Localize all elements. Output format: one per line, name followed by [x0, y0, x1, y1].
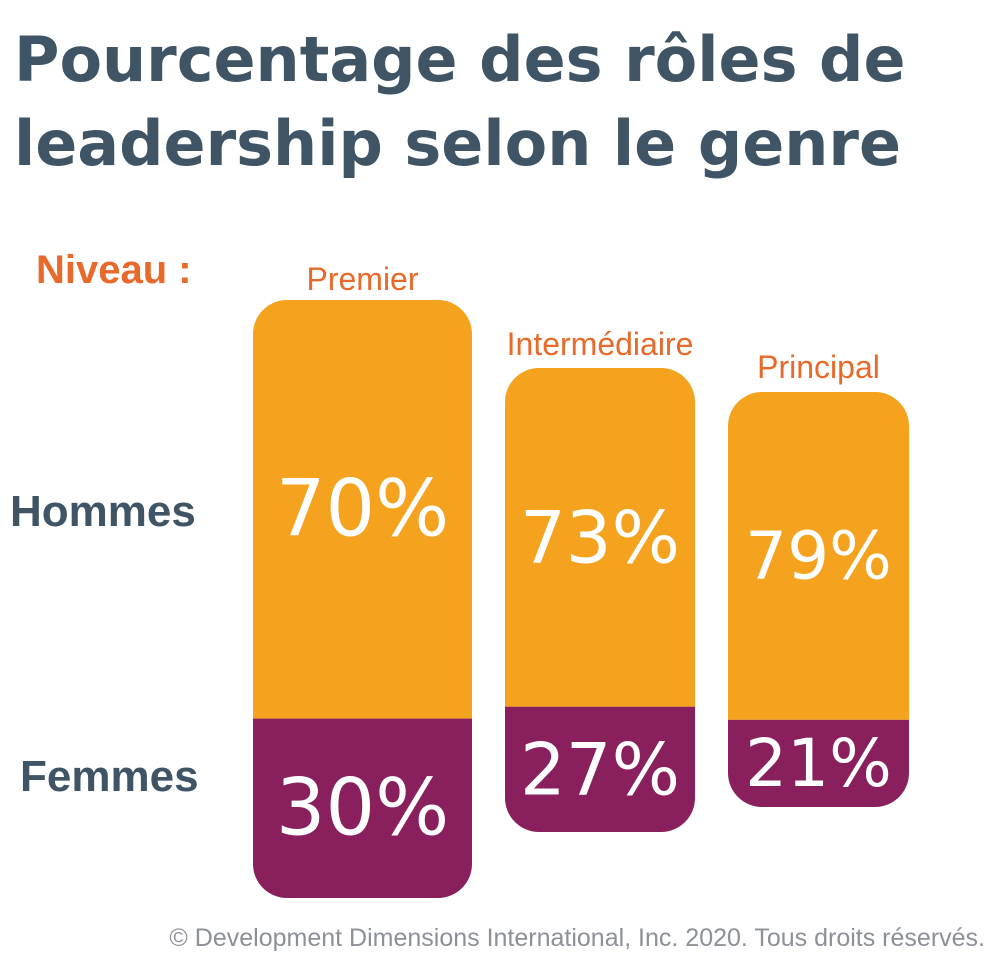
copyright-footer: © Development Dimensions International, …: [169, 924, 985, 952]
value-label-femmes-principal: 21%: [745, 725, 892, 802]
bars-group: Premier 70% 30% Intermédiaire 73% 27% Principa…: [253, 261, 909, 898]
bar-femmes-intermediaire: [505, 706, 695, 832]
bar-column-principal: [728, 392, 909, 807]
niveau-label: Niveau :: [36, 248, 192, 292]
value-label-femmes-premier: 30%: [276, 763, 449, 853]
row-label-femmes: Femmes: [20, 752, 199, 801]
value-label-hommes-principal: 79%: [745, 517, 892, 594]
chart-title-line-1: Pourcentage des rôles de: [14, 23, 906, 96]
bar-column-premier: [253, 300, 472, 898]
category-label-principal: Principal: [757, 349, 880, 385]
chart-title-line-2: leadership selon le genre: [14, 107, 901, 180]
category-label-premier: Premier: [306, 261, 418, 297]
value-label-hommes-premier: 70%: [276, 464, 449, 554]
bar-hommes-principal: [728, 392, 909, 720]
bar-hommes-premier: [253, 300, 472, 719]
bar-column-intermediaire: [505, 368, 695, 832]
bar-femmes-principal: [728, 719, 909, 807]
bar-femmes-premier: [253, 718, 472, 898]
value-label-femmes-intermediaire: 27%: [520, 727, 680, 811]
category-label-intermediaire: Intermédiaire: [507, 326, 694, 362]
row-label-hommes: Hommes: [10, 487, 196, 536]
value-label-hommes-intermediaire: 73%: [520, 495, 680, 579]
bar-hommes-intermediaire: [505, 368, 695, 707]
